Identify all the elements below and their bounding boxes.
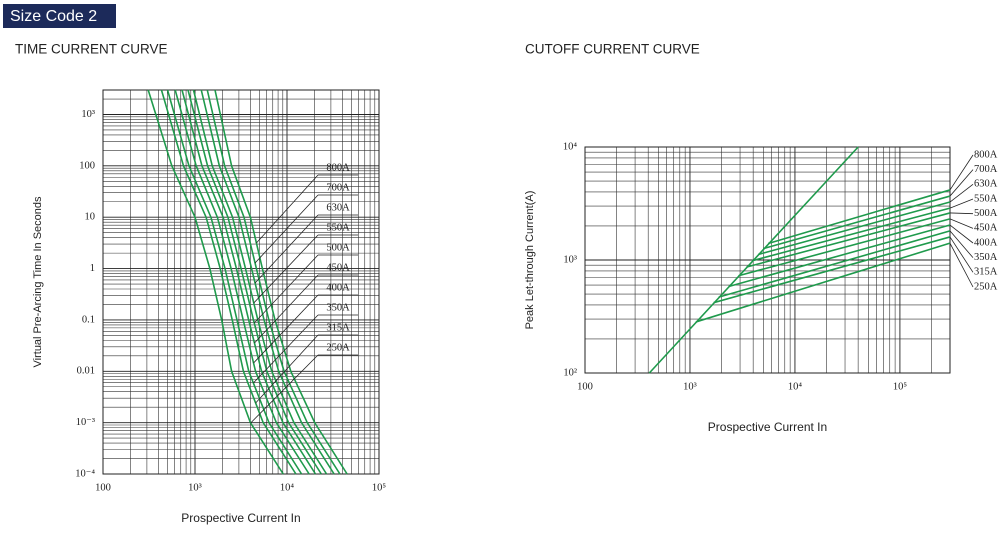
leader-line	[253, 314, 319, 384]
series-label: 550A	[326, 222, 350, 233]
leader-line	[949, 184, 974, 203]
series-label: 450A	[974, 223, 998, 234]
y-tick-label: 10⁴	[563, 141, 578, 152]
leader-line	[254, 214, 319, 284]
series-line	[746, 212, 951, 268]
y-tick-label: 10³	[81, 109, 95, 120]
y-axis-title: Peak Let-through Current(A)	[524, 191, 536, 330]
y-tick-label: 10³	[563, 254, 577, 265]
leader-line	[254, 194, 319, 264]
chart-title: CUTOFF CURRENT CURVE	[525, 42, 700, 57]
series-line	[752, 207, 951, 262]
x-axis-title: Prospective Current In	[181, 511, 300, 525]
leader-line	[949, 236, 974, 273]
series-label: 315A	[974, 267, 998, 278]
leader-line	[255, 334, 319, 404]
y-tick-label: 0.1	[82, 314, 95, 325]
series-line	[695, 242, 951, 323]
x-tick-label: 100	[577, 381, 593, 392]
leader-line	[949, 230, 974, 258]
y-tick-label: 10⁻⁴	[75, 468, 95, 479]
chart-title: TIME CURRENT CURVE	[15, 42, 168, 57]
series-line	[181, 89, 317, 475]
y-axis-title: Virtual Pre-Arcing Time In Seconds	[32, 196, 44, 367]
series-line	[758, 201, 951, 256]
series-label: 250A	[326, 342, 350, 353]
series-label: 350A	[326, 302, 350, 313]
plot-frame	[102, 89, 380, 475]
series-line	[166, 89, 303, 475]
badge	[3, 4, 116, 28]
y-tick-label: 1	[90, 263, 95, 274]
series-label: 350A	[974, 252, 998, 263]
series-line	[147, 89, 284, 475]
x-tick-label: 10⁵	[372, 482, 387, 493]
leader-line	[949, 212, 974, 215]
series-label: 630A	[326, 202, 350, 213]
series-label: 630A	[974, 179, 998, 190]
series-label: 800A	[326, 162, 350, 173]
x-tick-label: 100	[95, 482, 111, 493]
series-label: 800A	[974, 149, 998, 160]
y-tick-label: 0.01	[77, 366, 95, 377]
leader-line	[254, 274, 319, 344]
x-tick-label: 10³	[188, 482, 202, 493]
series-label: 250A	[974, 281, 998, 292]
series-label: 400A	[974, 237, 998, 248]
leader-line	[949, 169, 974, 197]
leader-line	[949, 218, 974, 229]
series-line	[192, 89, 328, 475]
series-line	[200, 89, 335, 475]
series-line	[214, 89, 348, 475]
series-line	[718, 230, 951, 298]
series-line	[763, 195, 951, 250]
y-tick-label: 10	[85, 212, 96, 223]
x-tick-label: 10³	[683, 381, 697, 392]
series-line	[187, 89, 322, 475]
series-line	[728, 224, 951, 288]
badge-text: Size Code 2	[10, 8, 97, 25]
series-label: 550A	[974, 193, 998, 204]
leader-line	[253, 234, 319, 304]
series-label: 700A	[326, 182, 350, 193]
leader-line	[949, 198, 974, 209]
leader-line	[250, 354, 319, 424]
leader-line	[256, 174, 319, 244]
series-line	[174, 89, 310, 475]
leader-line	[949, 224, 974, 244]
leader-line	[253, 294, 319, 364]
y-tick-label: 10⁻³	[76, 417, 95, 428]
leader-line	[253, 254, 319, 324]
series-label: 500A	[326, 242, 350, 253]
x-tick-label: 10⁴	[280, 482, 295, 493]
leader-line	[949, 242, 974, 288]
series-label: 500A	[974, 208, 998, 219]
plot-frame	[584, 146, 951, 374]
series-label: 315A	[326, 322, 350, 333]
series-label: 400A	[326, 282, 350, 293]
x-axis-title: Prospective Current In	[708, 420, 827, 434]
series-label: 700A	[974, 164, 998, 175]
series-label: 450A	[326, 262, 350, 273]
series-line	[738, 218, 951, 277]
y-tick-label: 100	[79, 160, 95, 171]
y-tick-label: 10²	[563, 367, 577, 378]
series-line	[767, 189, 951, 245]
series-line	[206, 89, 341, 475]
series-line	[713, 236, 951, 304]
leader-line	[949, 154, 974, 191]
x-tick-label: 10⁵	[893, 381, 908, 392]
x-tick-label: 10⁴	[788, 381, 803, 392]
